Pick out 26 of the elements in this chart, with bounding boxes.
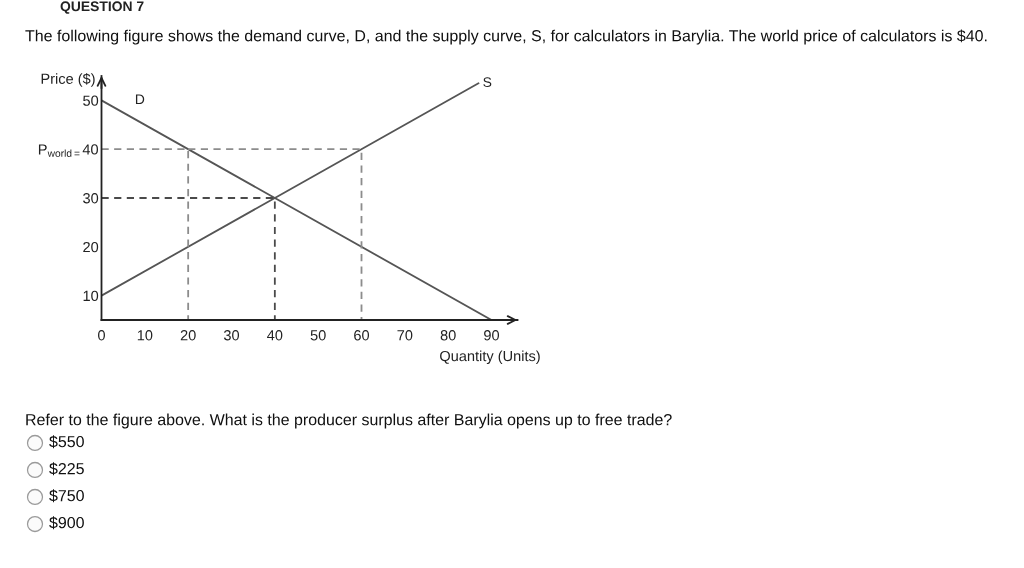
x-tick-label: 40 xyxy=(267,330,283,341)
text: $750 xyxy=(49,489,84,503)
x-tick-label: 80 xyxy=(440,330,456,341)
x-tick-label: 70 xyxy=(397,330,413,341)
x-tick-label: 20 xyxy=(180,330,196,341)
x-tick-label: 50 xyxy=(310,330,326,341)
y-axis-title: Price ($) xyxy=(41,72,95,87)
chart-subtitle: The following figure shows the demand curve, D, and the supply curve, S, for calculators in Barylia. The world price of calculators is $40. xyxy=(25,29,987,45)
series-label: D xyxy=(135,94,145,104)
x-axis-title: Quantity (Units) xyxy=(440,350,540,365)
x-tick-label: 60 xyxy=(354,330,370,341)
text: $225 xyxy=(49,462,84,476)
x-tick-label: 90 xyxy=(484,330,500,341)
y-tick-label: 20 xyxy=(83,241,99,253)
y-tick-label: P$_{world=}$40 xyxy=(38,144,99,157)
text: $900 xyxy=(49,516,84,530)
y-tick-label: 30 xyxy=(83,193,99,204)
y-tick-label: 10 xyxy=(83,290,99,302)
x-tick-label: 10 xyxy=(137,330,153,341)
text: Refer to the figure above. What is the producer surplus after Barylia opens up to free trade? xyxy=(26,413,672,429)
x-tick-label: 0 xyxy=(98,330,105,341)
chart-title: QUESTION 7 xyxy=(60,1,144,14)
x-tick-label: 30 xyxy=(223,330,240,341)
series-label: S xyxy=(483,77,492,88)
y-tick-label: 50 xyxy=(83,95,99,106)
text: $550 xyxy=(49,435,84,449)
